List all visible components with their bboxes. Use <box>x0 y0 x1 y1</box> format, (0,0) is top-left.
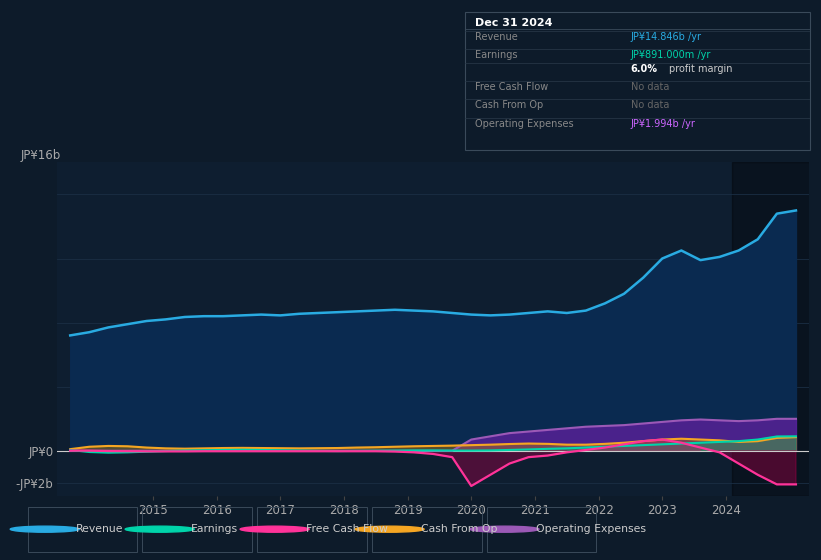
Text: Earnings: Earnings <box>191 524 238 534</box>
Text: Revenue: Revenue <box>76 524 124 534</box>
Text: Free Cash Flow: Free Cash Flow <box>306 524 388 534</box>
Text: Earnings: Earnings <box>475 50 518 60</box>
Circle shape <box>355 526 424 532</box>
Bar <box>143 507 252 552</box>
Circle shape <box>241 526 310 532</box>
Text: No data: No data <box>631 100 669 110</box>
Text: Revenue: Revenue <box>475 32 518 43</box>
Bar <box>373 507 482 552</box>
Circle shape <box>470 526 539 532</box>
Text: No data: No data <box>631 82 669 92</box>
Text: Operating Expenses: Operating Expenses <box>536 524 646 534</box>
Bar <box>258 507 366 552</box>
Circle shape <box>125 526 195 532</box>
Text: 6.0%: 6.0% <box>631 64 658 74</box>
Text: JP¥16b: JP¥16b <box>21 150 61 162</box>
Text: Cash From Op: Cash From Op <box>475 100 544 110</box>
Bar <box>28 507 136 552</box>
Text: JP¥14.846b /yr: JP¥14.846b /yr <box>631 32 702 43</box>
Text: Dec 31 2024: Dec 31 2024 <box>475 17 553 27</box>
Text: Cash From Op: Cash From Op <box>421 524 498 534</box>
Bar <box>488 507 597 552</box>
Bar <box>732 162 815 496</box>
Text: profit margin: profit margin <box>668 64 732 74</box>
Circle shape <box>11 526 79 532</box>
Text: JP¥1.994b /yr: JP¥1.994b /yr <box>631 119 695 129</box>
Text: Free Cash Flow: Free Cash Flow <box>475 82 548 92</box>
Text: Operating Expenses: Operating Expenses <box>475 119 574 129</box>
Text: JP¥891.000m /yr: JP¥891.000m /yr <box>631 50 711 60</box>
